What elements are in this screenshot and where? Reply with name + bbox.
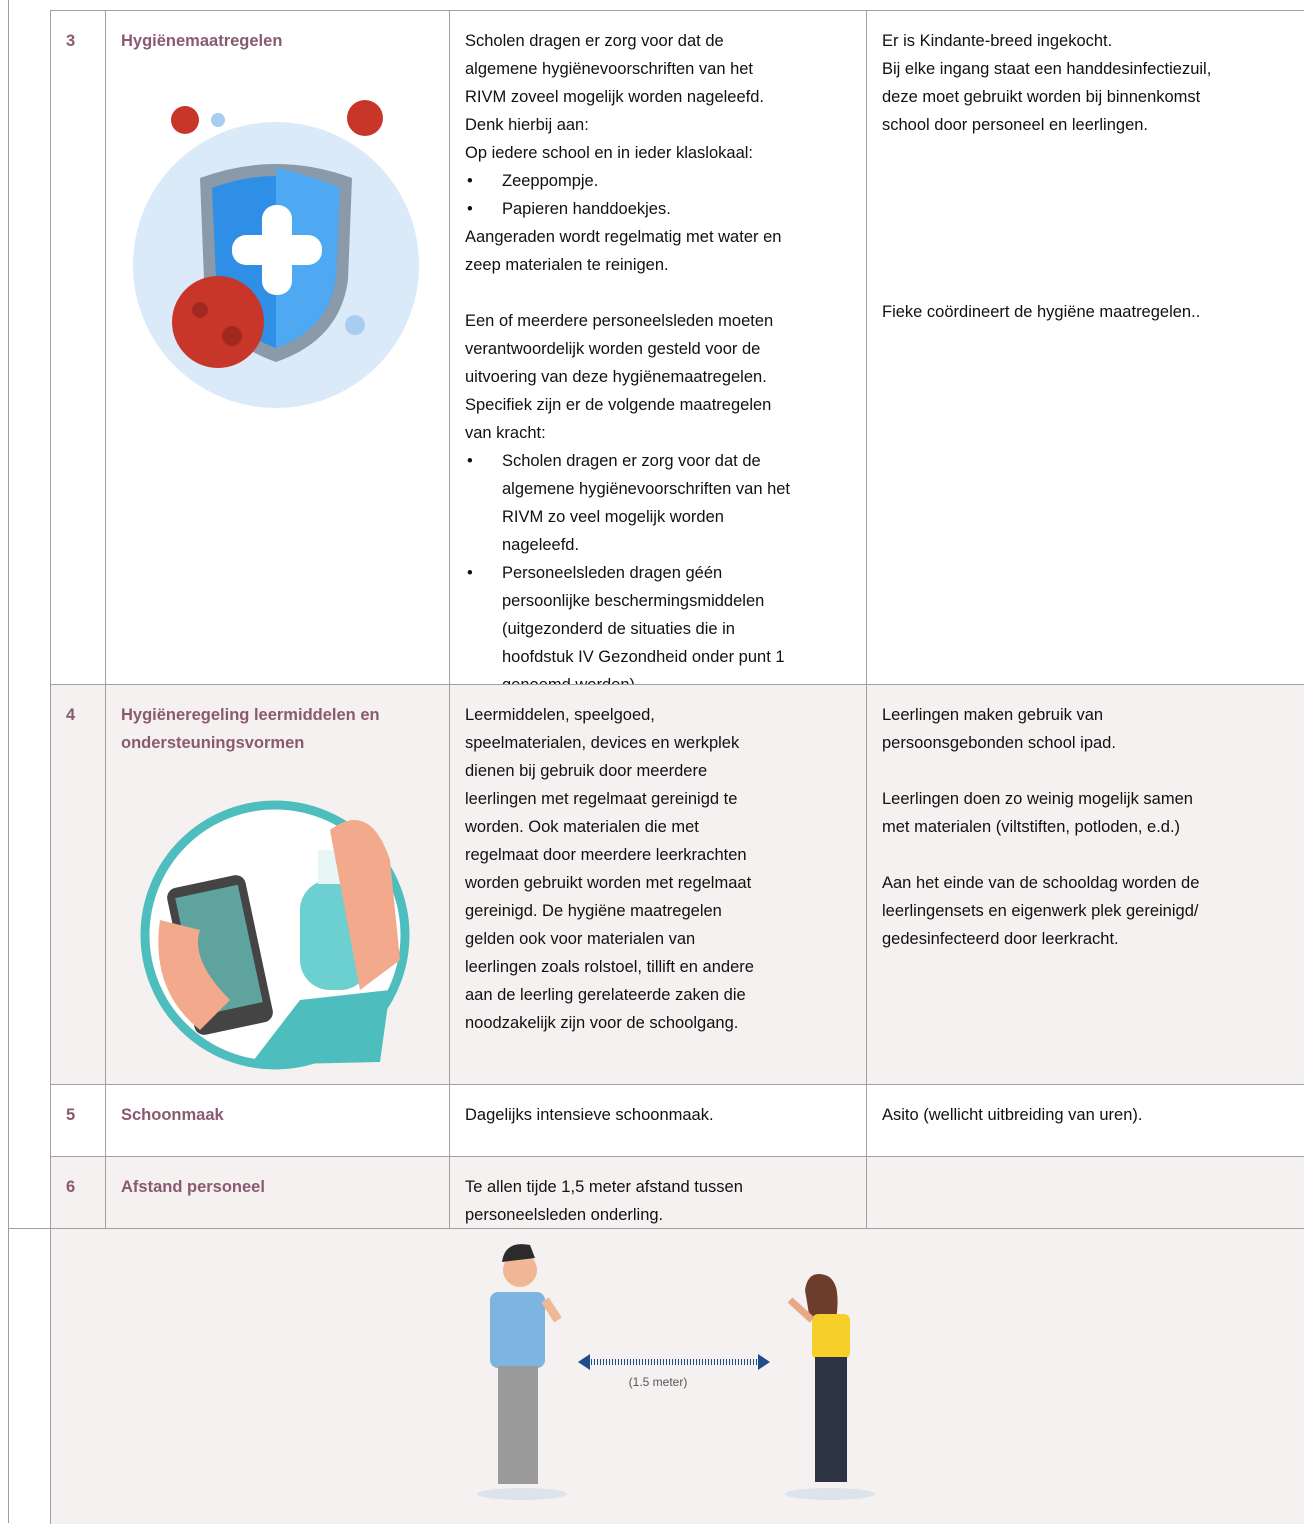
text-line: met materialen (viltstiften, potloden, e… bbox=[882, 818, 1181, 836]
topic-cell: Hygiëneregeling leermiddelen en ondersteu… bbox=[105, 685, 449, 1084]
text-line: Scholen dragen er zorg voor dat de bbox=[502, 452, 761, 470]
topic-cell: Afstand personeel bbox=[105, 1157, 449, 1228]
text-line: Bij elke ingang staat een handdesinfecti… bbox=[882, 60, 1212, 78]
text-line: speelmaterialen, devices en werkplek bbox=[465, 734, 740, 752]
text-line: leerlingensets en eigenwerk plek gereini… bbox=[882, 902, 1199, 920]
text-line: Personeelsleden dragen géén bbox=[502, 564, 723, 582]
measures-cell: Te allen tijde 1,5 meter afstand tussen p… bbox=[449, 1157, 866, 1228]
paragraph: Aan het einde van de schooldag worden de… bbox=[882, 869, 1290, 953]
text-line: noodzakelijk zijn voor de schoolgang. bbox=[465, 1014, 739, 1032]
left-rule bbox=[8, 0, 9, 1523]
topic-line: ondersteuningsvormen bbox=[121, 734, 305, 752]
measures-cell: Scholen dragen er zorg voor dat de algeme… bbox=[449, 11, 866, 694]
bullet-item: Scholen dragen er zorg voor dat de algeme… bbox=[465, 447, 852, 559]
distance-illustration: (1.5 meter) bbox=[477, 1244, 875, 1500]
text-line: hoofdstuk IV Gezondheid onder punt 1 bbox=[502, 648, 785, 666]
text-line: Leermiddelen, speelgoed, bbox=[465, 706, 655, 724]
bullet-item: Personeelsleden dragen géén persoonlijke … bbox=[465, 559, 852, 699]
text-line: zeep materialen te reinigen. bbox=[465, 256, 669, 274]
text-line: Specifiek zijn er de volgende maatregele… bbox=[465, 396, 772, 414]
row-number: 3 bbox=[50, 11, 105, 684]
implementation-cell: Leerlingen maken gebruik van persoonsgebo… bbox=[866, 685, 1304, 1084]
measures-cell: Dagelijks intensieve schoonmaak. bbox=[449, 1085, 866, 1156]
text-line: Aangeraden wordt regelmatig met water en bbox=[465, 228, 782, 246]
implementation-cell: Asito (wellicht uitbreiding van uren). bbox=[866, 1085, 1304, 1156]
text-line: Een of meerdere personeelsleden moeten bbox=[465, 312, 774, 330]
bullet-item: Papieren handdoekjes. bbox=[465, 195, 852, 223]
bullet-item: Zeeppompje. bbox=[465, 167, 852, 195]
text-line: Te allen tijde 1,5 meter afstand tussen bbox=[465, 1178, 743, 1196]
text-line: dienen bij gebruik door meerdere bbox=[465, 762, 708, 780]
text-line: leerlingen zoals rolstoel, tillift en an… bbox=[465, 958, 754, 976]
topic-line: Afstand personeel bbox=[121, 1178, 265, 1196]
text-line: Aan het einde van de schooldag worden de bbox=[882, 874, 1200, 892]
footer-rule bbox=[8, 1228, 50, 1229]
table-row: 6 Afstand personeel Te allen tijde 1,5 met… bbox=[50, 1156, 1304, 1228]
sanitizer-illustration bbox=[140, 800, 410, 1070]
text-line: Fieke coördineert de hygiëne maatregelen… bbox=[882, 303, 1201, 321]
row-number: 6 bbox=[50, 1157, 105, 1228]
paragraph: Leermiddelen, speelgoed, speelmaterialen,… bbox=[465, 701, 852, 1037]
text-line: Leerlingen maken gebruik van bbox=[882, 706, 1104, 724]
text-line: algemene hygiënevoorschriften van het bbox=[502, 480, 791, 498]
text-line: Leerlingen doen zo weinig mogelijk samen bbox=[882, 790, 1193, 808]
table-row: 5 Schoonmaak Dagelijks intensieve schoonma… bbox=[50, 1084, 1304, 1156]
text-line: regelmaat door meerdere leerkrachten bbox=[465, 846, 747, 864]
paragraph: Leerlingen doen zo weinig mogelijk samen… bbox=[882, 785, 1290, 841]
paragraph: Een of meerdere personeelsleden moeten ve… bbox=[465, 307, 852, 699]
text-line: deze moet gebruikt worden bij binnenkoms… bbox=[882, 88, 1201, 106]
text-line: algemene hygiënevoorschriften van het bbox=[465, 60, 754, 78]
paragraph: Asito (wellicht uitbreiding van uren). bbox=[882, 1101, 1290, 1129]
table-row: 3 Hygiënemaatregelen Scholen dragen er zor… bbox=[50, 10, 1304, 694]
text-line: Dagelijks intensieve schoonmaak. bbox=[465, 1106, 714, 1124]
text-line: (uitgezonderd de situaties die in bbox=[502, 620, 735, 638]
text-line: gereinigd. De hygiëne maatregelen bbox=[465, 902, 722, 920]
shield-illustration bbox=[133, 100, 419, 408]
text-line: gedesinfecteerd door leerkracht. bbox=[882, 930, 1119, 948]
text-line: Er is Kindante-breed ingekocht. bbox=[882, 32, 1113, 50]
text-line: Zeeppompje. bbox=[502, 172, 599, 190]
text-line: nageleefd. bbox=[502, 536, 580, 554]
implementation-cell bbox=[866, 1157, 1304, 1228]
paragraph: Scholen dragen er zorg voor dat de algeme… bbox=[465, 27, 852, 279]
paragraph: Leerlingen maken gebruik van persoonsgebo… bbox=[882, 701, 1290, 757]
paragraph: Te allen tijde 1,5 meter afstand tussen p… bbox=[465, 1173, 852, 1229]
text-line: RIVM zoveel mogelijk worden nageleefd. bbox=[465, 88, 764, 106]
text-line: worden. Ook materialen die met bbox=[465, 818, 699, 836]
implementation-cell: Er is Kindante-breed ingekocht. Bij elke … bbox=[866, 11, 1304, 684]
topic-cell: Schoonmaak bbox=[105, 1085, 449, 1156]
paragraph: Fieke coördineert de hygiëne maatregelen… bbox=[882, 298, 1290, 326]
text-line: Denk hierbij aan: bbox=[465, 116, 589, 134]
text-line: persoonsgebonden school ipad. bbox=[882, 734, 1116, 752]
text-line: worden gebruikt worden met regelmaat bbox=[465, 874, 752, 892]
topic-line: Schoonmaak bbox=[121, 1106, 224, 1124]
text-line: verantwoordelijk worden gesteld voor de bbox=[465, 340, 761, 358]
text-line: RIVM zo veel mogelijk worden bbox=[502, 508, 724, 526]
text-line: persoonlijke beschermingsmiddelen bbox=[502, 592, 765, 610]
text-line: aan de leerling gerelateerde zaken die bbox=[465, 986, 746, 1004]
paragraph: Er is Kindante-breed ingekocht. Bij elke … bbox=[882, 27, 1290, 139]
topic-line: Hygiënemaatregelen bbox=[121, 32, 283, 50]
text-line: Asito (wellicht uitbreiding van uren). bbox=[882, 1106, 1143, 1124]
footer-panel bbox=[50, 1228, 1304, 1524]
text-line: Papieren handdoekjes. bbox=[502, 200, 671, 218]
text-line: uitvoering van deze hygiënemaatregelen. bbox=[465, 368, 767, 386]
distance-label: (1.5 meter) bbox=[629, 1375, 688, 1389]
text-line: leerlingen met regelmaat gereinigd te bbox=[465, 790, 738, 808]
row-number: 5 bbox=[50, 1085, 105, 1156]
text-line: gelden ook voor materialen van bbox=[465, 930, 696, 948]
row-number: 4 bbox=[50, 685, 105, 1084]
measures-cell: Leermiddelen, speelgoed, speelmaterialen,… bbox=[449, 685, 866, 1084]
text-line: personeelsleden onderling. bbox=[465, 1206, 664, 1224]
text-line: van kracht: bbox=[465, 424, 546, 442]
paragraph: Dagelijks intensieve schoonmaak. bbox=[465, 1101, 852, 1129]
topic-line: Hygiëneregeling leermiddelen en bbox=[121, 706, 380, 724]
text-line: Op iedere school en in ieder klaslokaal: bbox=[465, 144, 754, 162]
text-line: school door personeel en leerlingen. bbox=[882, 116, 1149, 134]
topic-cell: Hygiënemaatregelen bbox=[105, 11, 449, 684]
text-line: Scholen dragen er zorg voor dat de bbox=[465, 32, 724, 50]
